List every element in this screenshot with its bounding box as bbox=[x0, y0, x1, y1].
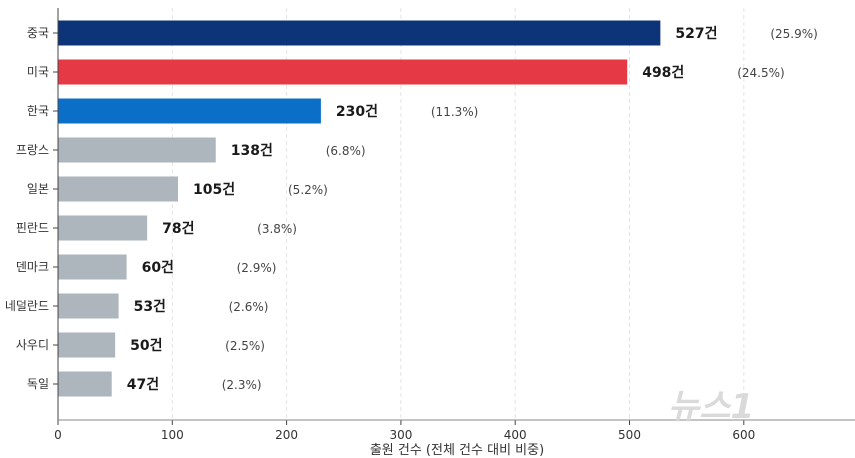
category-label: 사우디 bbox=[16, 338, 49, 352]
share-label: (25.9%) bbox=[770, 27, 817, 41]
bar bbox=[58, 293, 119, 319]
value-label: 47건 bbox=[127, 376, 159, 393]
share-label: (2.6%) bbox=[229, 300, 269, 314]
share-label: (5.2%) bbox=[288, 183, 328, 197]
bar bbox=[58, 59, 628, 85]
share-label: (2.3%) bbox=[222, 378, 262, 392]
share-label: (6.8%) bbox=[326, 144, 366, 158]
category-label: 미국 bbox=[27, 65, 49, 79]
bar bbox=[58, 137, 216, 163]
x-tick-label: 0 bbox=[54, 428, 62, 442]
value-label: 53건 bbox=[134, 298, 166, 315]
category-label: 중국 bbox=[27, 26, 49, 40]
category-label: 프랑스 bbox=[16, 143, 49, 157]
category-label: 일본 bbox=[27, 182, 49, 196]
value-label: 78건 bbox=[162, 220, 194, 237]
share-label: (2.5%) bbox=[225, 339, 265, 353]
bar bbox=[58, 20, 661, 46]
value-label: 527건 bbox=[675, 25, 717, 42]
x-axis-title: 출원 건수 (전체 건수 대비 비중) bbox=[370, 443, 544, 458]
watermark-text: 뉴스1 bbox=[668, 387, 754, 427]
value-label: 498건 bbox=[642, 64, 684, 81]
value-label: 230건 bbox=[336, 103, 378, 120]
x-tick-label: 100 bbox=[161, 428, 184, 442]
axes: 0 100 200 300 400 500 600 bbox=[53, 8, 855, 442]
news1-watermark-logo: 뉴스1 bbox=[668, 387, 754, 427]
category-label: 덴마크 bbox=[16, 260, 49, 274]
x-tick-label: 400 bbox=[504, 428, 527, 442]
category-label: 핀란드 bbox=[16, 221, 49, 235]
bars bbox=[58, 20, 661, 397]
share-label: (11.3%) bbox=[431, 105, 478, 119]
bar bbox=[58, 254, 127, 280]
value-label: 50건 bbox=[130, 337, 162, 354]
value-label: 105건 bbox=[193, 181, 235, 198]
value-label: 138건 bbox=[231, 142, 273, 159]
value-label: 60건 bbox=[142, 259, 174, 276]
labels: 중국 527건 (25.9%) 미국 498건 (24.5%) 한국 230건 (11.3%) 프… bbox=[5, 25, 818, 393]
x-tick-label: 500 bbox=[618, 428, 641, 442]
share-label: (2.9%) bbox=[237, 261, 277, 275]
bar bbox=[58, 215, 148, 241]
bar bbox=[58, 371, 112, 397]
share-label: (3.8%) bbox=[257, 222, 297, 236]
bar bbox=[58, 98, 321, 124]
grid-lines bbox=[171, 8, 745, 420]
category-label: 독일 bbox=[27, 377, 49, 391]
x-tick-label: 600 bbox=[732, 428, 755, 442]
share-label: (24.5%) bbox=[737, 66, 784, 80]
x-tick-label: 200 bbox=[275, 428, 298, 442]
category-label: 네덜란드 bbox=[5, 299, 49, 313]
x-tick-label: 300 bbox=[389, 428, 412, 442]
bar bbox=[58, 176, 179, 202]
category-label: 한국 bbox=[27, 104, 49, 118]
bar bbox=[58, 332, 116, 358]
